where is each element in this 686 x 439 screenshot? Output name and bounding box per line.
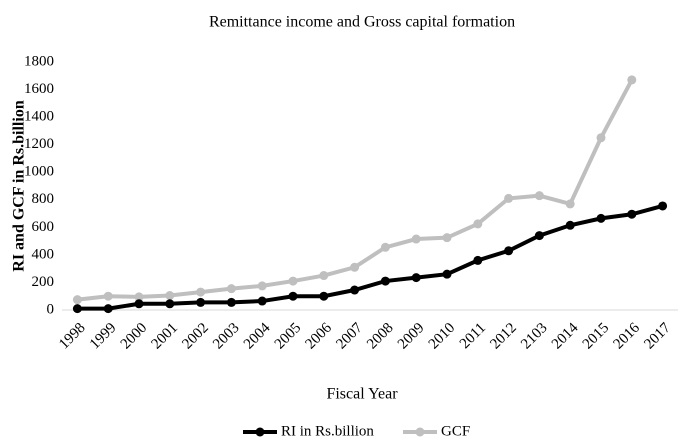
- x-tick-label: 2004: [241, 320, 274, 353]
- point: [380, 242, 390, 252]
- x-tick-label: 2006: [303, 320, 336, 353]
- point: [473, 255, 483, 265]
- x-tick-label: 2000: [118, 320, 151, 353]
- legend-label: GCF: [441, 423, 470, 439]
- point: [411, 234, 421, 244]
- point: [504, 246, 514, 256]
- legend-label: RI in Rs.billion: [281, 423, 374, 439]
- series-line: [77, 204, 664, 311]
- point: [72, 304, 82, 314]
- x-tick-label: 2016: [611, 320, 644, 353]
- point: [319, 291, 329, 301]
- point: [165, 291, 175, 301]
- point: [534, 191, 544, 201]
- x-tick-label: 2009: [395, 320, 428, 353]
- x-tick-label: 2014: [549, 320, 582, 353]
- x-tick-label: 2012: [487, 320, 520, 353]
- x-tick-label: 2003: [210, 320, 243, 353]
- y-tick-label: 600: [32, 219, 55, 235]
- x-tick-label: 2011: [457, 320, 489, 352]
- y-tick-label: 800: [32, 191, 55, 207]
- point: [442, 269, 452, 279]
- y-tick-label: 1200: [24, 136, 54, 152]
- y-tick-label: 1400: [24, 109, 54, 125]
- point: [627, 209, 637, 219]
- point: [288, 276, 298, 286]
- point: [196, 297, 206, 307]
- y-axis-label: RI and GCF in Rs.billion: [11, 100, 28, 272]
- legend-marker: [415, 427, 425, 437]
- point: [319, 271, 329, 281]
- x-tick-label: 2001: [149, 320, 182, 353]
- point: [534, 231, 544, 241]
- point: [134, 299, 144, 309]
- point: [658, 201, 668, 211]
- x-tick-label: 2015: [580, 320, 613, 353]
- point: [380, 276, 390, 286]
- point: [350, 262, 360, 272]
- point: [288, 291, 298, 301]
- point: [72, 295, 82, 305]
- point: [565, 199, 575, 209]
- point: [350, 285, 360, 295]
- point: [196, 287, 206, 297]
- x-tick-label: 2007: [333, 320, 366, 353]
- x-tick-label: 2005: [272, 320, 305, 353]
- y-tick-label: 400: [32, 246, 55, 262]
- point: [627, 75, 637, 85]
- point: [565, 220, 575, 230]
- y-tick-label: 200: [32, 274, 55, 290]
- point: [226, 284, 236, 294]
- point: [596, 213, 606, 223]
- point: [103, 291, 113, 301]
- point: [257, 296, 267, 306]
- y-tick-label: 0: [47, 301, 55, 317]
- point: [226, 297, 236, 307]
- y-tick-label: 1800: [24, 53, 54, 69]
- x-axis-label: Fiscal Year: [326, 386, 398, 403]
- legend-marker: [255, 427, 265, 437]
- x-tick-label: 2008: [364, 320, 397, 353]
- x-tick-label: 2010: [426, 320, 459, 353]
- x-tick-label: 2002: [179, 320, 212, 353]
- point: [473, 219, 483, 229]
- point: [257, 281, 267, 291]
- x-tick-label: 1998: [56, 320, 89, 353]
- point: [504, 193, 514, 203]
- point: [134, 292, 144, 302]
- point: [103, 304, 113, 314]
- point: [165, 299, 175, 309]
- x-tick-label: 2103: [518, 320, 551, 353]
- y-tick-label: 1000: [24, 164, 54, 180]
- chart-title: Remittance income and Gross capital form…: [209, 14, 515, 31]
- x-tick-label: 1999: [87, 320, 120, 353]
- point: [411, 273, 421, 283]
- y-tick-label: 1600: [24, 81, 54, 97]
- point: [596, 133, 606, 143]
- x-tick-label: 2017: [641, 320, 674, 353]
- point: [442, 233, 452, 243]
